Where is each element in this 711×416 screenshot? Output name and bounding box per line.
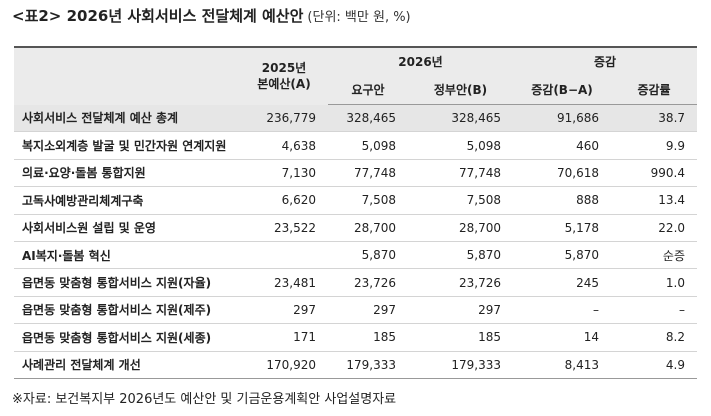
cell: 7,508 [408,186,514,215]
cell: 460 [513,131,612,160]
cell: 38.7 [611,104,698,133]
cell: 91,686 [513,104,612,133]
header-base-label: 본예산(A) [257,77,311,92]
cell: 888 [513,186,612,215]
header-rate: 증감률 [611,76,698,105]
header-2026: 2026년 [328,46,514,76]
table-body: 사회서비스 전달체계 예산 총계 236,779 328,465 328,465 91,… [14,104,698,379]
cell: 5,870 [328,241,408,270]
cell: 179,333 [408,351,514,379]
source-note: ※자료: 보건복지부 2026년도 예산안 및 기금운용계획안 사업설명자료 [12,392,397,407]
cell: 4,638 [240,131,328,160]
table-row: AI복지·돌봄 혁신 5,870 5,870 5,870 순증 [14,241,698,270]
cell: 5,870 [408,241,514,270]
cell: 23,726 [408,268,514,297]
header-base-year: 2025년 [261,61,307,76]
row-label: 고독사예방관리체계구축 [14,186,240,215]
cell: 5,178 [513,214,612,242]
cell: 6,620 [240,186,328,215]
cell: 179,333 [328,351,408,379]
cell: 245 [513,268,612,297]
header-base: 2025년 본예산(A) [240,46,328,105]
row-label: 복지소외계층 발굴 및 민간자원 연계지원 [14,131,240,160]
cell: 28,700 [408,214,514,242]
cell: 28,700 [328,214,408,242]
cell: 170,920 [240,351,328,379]
table-row: 사례관리 전달체계 개선 170,920 179,333 179,333 8,413 4.… [14,351,698,379]
cell: 23,726 [328,268,408,297]
header-blank [14,46,240,105]
cell: 23,522 [240,214,328,242]
row-label: 사회서비스원 설립 및 운영 [14,214,240,242]
cell: 23,481 [240,268,328,297]
title-unit: (단위: 백만 원, %) [307,10,411,25]
cell: 185 [328,323,408,352]
row-label: 사례관리 전달체계 개선 [14,351,240,379]
budget-table: 2025년 본예산(A) 2026년 증감 요구안 정부안(B) 증감(B−A) … [14,46,698,379]
title-main: <표2> 2026년 사회서비스 전달체계 예산안 [12,7,304,25]
cell: 185 [408,323,514,352]
cell: 328,465 [408,104,514,133]
row-label: 의료·요양·돌봄 통합지원 [14,159,240,188]
cell: 77,748 [328,159,408,188]
row-label: 사회서비스 전달체계 예산 총계 [14,104,240,133]
table-row: 복지소외계층 발굴 및 민간자원 연계지원 4,638 5,098 5,098 460 9… [14,131,698,160]
cell: – [513,296,612,325]
cell: 236,779 [240,104,328,133]
table-row: 사회서비스원 설립 및 운영 23,522 28,700 28,700 5,178 22.… [14,214,698,242]
cell: 5,870 [513,241,612,270]
header-diff: 증감(B−A) [513,76,612,105]
header-request: 요구안 [328,76,408,105]
cell: 순증 [611,241,698,270]
table-row: 고독사예방관리체계구축 6,620 7,508 7,508 888 13.4 [14,186,698,215]
table-header: 2025년 본예산(A) 2026년 증감 요구안 정부안(B) 증감(B−A) … [14,46,698,105]
cell: 4.9 [611,351,698,379]
cell: 990.4 [611,159,698,188]
header-government: 정부안(B) [408,76,514,105]
table-row: 사회서비스 전달체계 예산 총계 236,779 328,465 328,465 91,… [14,104,698,133]
row-label: AI복지·돌봄 혁신 [14,241,240,270]
cell: 13.4 [611,186,698,215]
title: <표2> 2026년 사회서비스 전달체계 예산안 (단위: 백만 원, %) [12,5,411,26]
cell: 297 [240,296,328,325]
cell: 5,098 [408,131,514,160]
cell: 7,130 [240,159,328,188]
cell: 22.0 [611,214,698,242]
row-label: 읍면동 맞춤형 통합서비스 지원(세종) [14,323,240,352]
cell: 328,465 [328,104,408,133]
table-row: 읍면동 맞춤형 통합서비스 지원(세종) 171 185 185 14 8.2 [14,323,698,352]
table-row: 읍면동 맞춤형 통합서비스 지원(자율) 23,481 23,726 23,726 24… [14,268,698,297]
cell [240,241,328,270]
cell: 8.2 [611,323,698,352]
cell: – [611,296,698,325]
cell: 8,413 [513,351,612,379]
cell: 77,748 [408,159,514,188]
cell: 9.9 [611,131,698,160]
cell: 70,618 [513,159,612,188]
cell: 171 [240,323,328,352]
cell: 297 [328,296,408,325]
header-change: 증감 [513,46,698,76]
table-row: 의료·요양·돌봄 통합지원 7,130 77,748 77,748 70,618 990.… [14,159,698,188]
table-row: 읍면동 맞춤형 통합서비스 지원(제주) 297 297 297– – [14,296,698,325]
cell: 7,508 [328,186,408,215]
cell: 14 [513,323,612,352]
cell: 5,098 [328,131,408,160]
cell: 1.0 [611,268,698,297]
row-label: 읍면동 맞춤형 통합서비스 지원(제주) [14,296,240,325]
row-label: 읍면동 맞춤형 통합서비스 지원(자율) [14,268,240,297]
cell: 297 [408,296,514,325]
